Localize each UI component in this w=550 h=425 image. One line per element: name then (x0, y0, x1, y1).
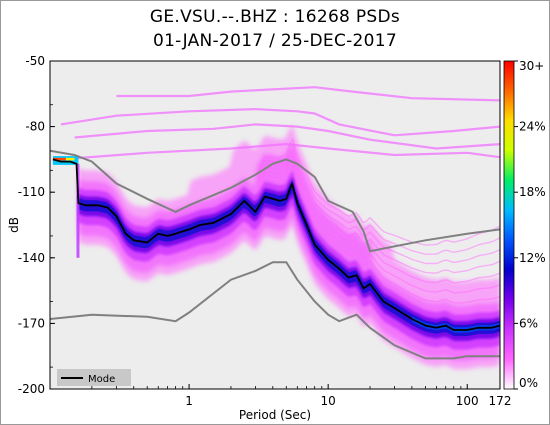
y-tick-label: -110 (18, 185, 45, 199)
colorbar-tick-label: 30+ (519, 59, 544, 73)
colorbar-tick-label: 18% (519, 185, 546, 199)
x-tick-label: 100 (456, 394, 479, 408)
x-tick-label: 1 (185, 394, 193, 408)
x-tick-label: 172 (489, 394, 512, 408)
y-axis-ticks: -50 -80 -110 -140 -170 -200 (18, 54, 55, 396)
density-streak (116, 86, 500, 102)
colorbar-ticks: 0% 6% 12% 18% 24% 30+ (514, 59, 546, 390)
x-tick-label: 10 (321, 394, 336, 408)
y-tick-label: -80 (25, 120, 45, 134)
chart-title-line-2: 01-JAN-2017 / 25-DEC-2017 (152, 31, 398, 51)
x-axis-label: Period (Sec) (239, 408, 311, 422)
density-column (76, 163, 80, 258)
density-streak (256, 142, 500, 256)
density-streak (256, 155, 500, 284)
density-streak (256, 137, 500, 246)
mode-curve (52, 158, 500, 331)
density-band (78, 177, 500, 341)
legend: Mode (57, 369, 131, 386)
nlnm-curve (50, 261, 500, 360)
legend-box (57, 369, 131, 386)
colorbar-tick-label: 24% (519, 120, 546, 134)
density-blob-hot (52, 157, 66, 161)
nhnm-curve (50, 149, 500, 253)
colorbar-tick-label: 0% (519, 376, 538, 390)
y-tick-label: -50 (25, 54, 45, 68)
density-streak (60, 107, 500, 137)
y-tick-label: -140 (18, 251, 45, 265)
density-blob (52, 156, 79, 165)
y-tick-label: -170 (18, 316, 45, 330)
x-axis-ticks: 1 10 100 172 (91, 384, 512, 408)
mode-curve-group (52, 158, 500, 331)
density-streak (74, 123, 500, 150)
plot-border (49, 60, 501, 390)
density-blob-warm (65, 157, 75, 161)
density-streak (256, 165, 500, 304)
colorbar (503, 60, 515, 390)
legend-mode-label: Mode (88, 374, 115, 385)
noise-model-curves (50, 149, 500, 360)
y-axis-label: dB (7, 217, 21, 233)
y-tick-label: -200 (18, 382, 45, 396)
chart-title-line-1: GE.VSU.--.BHZ : 16268 PSDs (149, 7, 401, 27)
density-streak (60, 142, 500, 161)
colorbar-tick-label: 12% (519, 251, 546, 265)
colorbar-tick-label: 6% (519, 316, 538, 330)
density-streak (256, 160, 500, 294)
